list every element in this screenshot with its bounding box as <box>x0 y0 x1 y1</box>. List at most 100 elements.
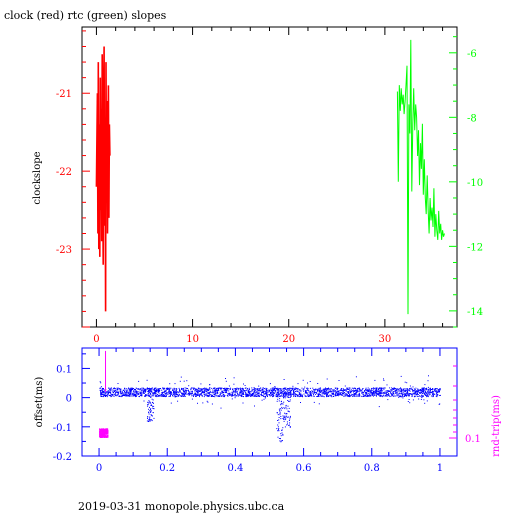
offset-point <box>260 390 261 392</box>
offset-point <box>416 393 418 395</box>
offset-point <box>221 392 223 394</box>
offset-point <box>418 398 420 400</box>
offset-point <box>438 390 440 392</box>
offset-point <box>218 396 220 397</box>
offset-point <box>315 392 317 394</box>
offset-point <box>168 387 170 389</box>
offset-point <box>266 393 268 395</box>
offset-point <box>325 394 327 396</box>
offset-point <box>420 395 422 397</box>
offset-point <box>414 391 416 393</box>
offset-point <box>277 430 279 432</box>
offset-point <box>145 389 147 391</box>
offset-point <box>229 388 231 390</box>
offset-point <box>418 389 420 391</box>
offset-point <box>289 394 291 396</box>
offset-point <box>406 382 408 384</box>
offset-point <box>416 393 417 395</box>
offset-point <box>239 392 241 394</box>
offset-point <box>137 388 139 390</box>
offset-point <box>305 390 307 392</box>
offset-point <box>309 391 311 393</box>
offset-point <box>322 388 324 390</box>
offset-point <box>279 388 281 390</box>
offset-point <box>382 392 384 394</box>
offset-point <box>279 414 281 416</box>
offset-point <box>145 390 147 392</box>
offset-point <box>247 394 249 395</box>
offset-point <box>330 390 332 392</box>
offset-point <box>216 389 218 391</box>
offset-point <box>377 388 379 390</box>
offset-point <box>439 389 441 391</box>
offset-point <box>280 441 282 443</box>
offset-point <box>412 393 414 395</box>
offset-point <box>390 393 392 395</box>
offset-point <box>203 394 205 395</box>
offset-point <box>179 390 180 392</box>
offset-point <box>213 391 215 393</box>
offset-point <box>217 395 219 397</box>
offset-point <box>373 387 375 389</box>
offset-point <box>129 395 131 397</box>
offset-point <box>365 389 367 391</box>
offset-point <box>344 389 346 391</box>
offset-point <box>286 413 288 415</box>
offset-point <box>244 385 246 386</box>
offset-point <box>383 379 385 381</box>
offset-point <box>262 387 264 389</box>
rnd-trip-point <box>100 432 102 434</box>
offset-point <box>286 393 288 395</box>
offset-point <box>274 386 276 387</box>
offset-point <box>432 394 434 396</box>
offset-point <box>401 392 403 394</box>
offset-point <box>147 405 149 407</box>
bottom-y-axis-label: offset(ms) <box>34 377 45 428</box>
offset-point <box>400 387 401 389</box>
offset-point <box>208 388 210 390</box>
offset-point <box>154 389 156 391</box>
offset-point <box>110 395 112 396</box>
offset-point <box>308 390 310 392</box>
offset-point <box>268 394 270 396</box>
offset-point <box>371 394 373 396</box>
offset-point <box>184 389 186 391</box>
offset-point <box>113 395 115 397</box>
offset-point <box>193 388 194 390</box>
offset-point <box>227 395 229 397</box>
offset-point <box>114 393 116 395</box>
offset-point <box>232 395 234 397</box>
offset-point <box>295 387 297 389</box>
offset-point <box>245 393 246 395</box>
offset-point <box>266 394 268 396</box>
offset-point <box>125 394 127 396</box>
offset-point <box>280 390 282 392</box>
offset-point <box>168 387 169 389</box>
offset-point <box>366 390 368 392</box>
offset-point <box>425 394 427 396</box>
offset-point <box>294 389 296 390</box>
offset-point <box>242 388 244 390</box>
offset-point <box>118 395 120 397</box>
offset-point <box>431 392 433 394</box>
offset-point <box>149 406 150 408</box>
offset-point <box>362 388 364 390</box>
offset-point <box>278 393 280 395</box>
offset-point <box>175 389 177 391</box>
offset-point <box>318 393 320 395</box>
offset-point <box>289 392 291 394</box>
offset-point <box>150 402 152 404</box>
offset-point <box>209 387 211 389</box>
offset-point <box>149 401 151 403</box>
offset-point <box>433 393 435 395</box>
offset-point <box>141 392 143 394</box>
offset-point <box>355 376 357 378</box>
offset-point <box>158 391 160 393</box>
offset-point <box>173 390 174 392</box>
offset-point <box>282 393 284 395</box>
offset-point <box>336 395 338 396</box>
bottom-y2-axis-label: rnd-trip(ms) <box>491 395 502 457</box>
offset-point <box>192 393 194 395</box>
offset-point <box>260 387 262 389</box>
offset-point <box>229 395 231 396</box>
